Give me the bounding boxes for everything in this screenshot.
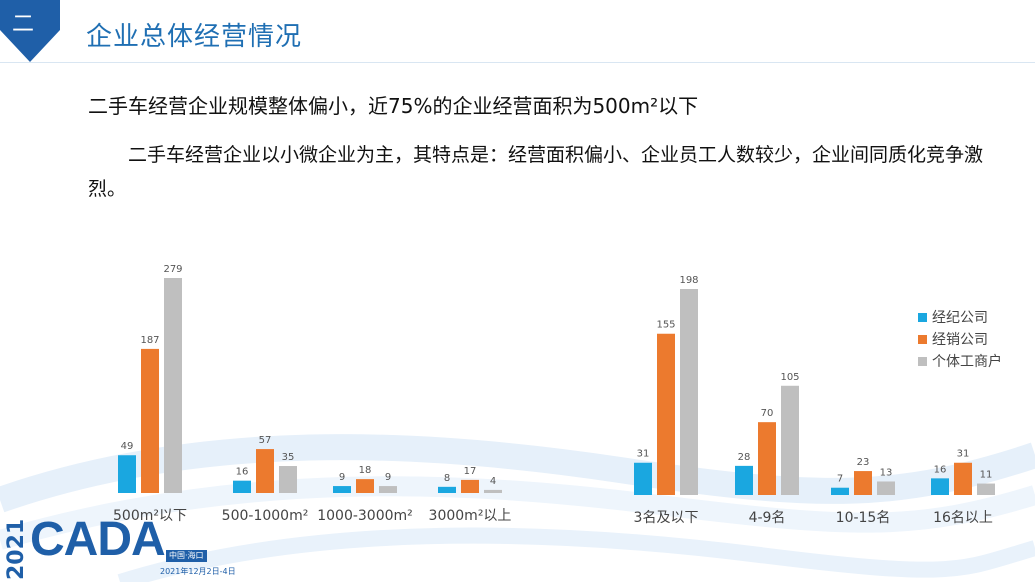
bar-chart1-2-1 xyxy=(356,479,374,493)
bar-chart2-3-1 xyxy=(954,462,972,495)
bar-chart1-0-0 xyxy=(118,455,136,493)
data-label: 16 xyxy=(934,464,947,475)
bar-chart2-2-2 xyxy=(877,481,895,495)
data-label: 70 xyxy=(761,408,774,419)
bar-chart1-3-1 xyxy=(461,479,479,493)
data-label: 31 xyxy=(957,449,970,460)
data-label: 187 xyxy=(140,335,159,346)
bar-chart2-1-1 xyxy=(758,422,776,495)
bar-chart2-1-2 xyxy=(781,385,799,495)
bar-chart2-3-0 xyxy=(931,478,949,495)
data-label: 28 xyxy=(738,452,751,463)
legend-swatch xyxy=(918,335,927,344)
bar-chart1-1-2 xyxy=(279,466,297,493)
bar-chart1-2-0 xyxy=(333,486,351,493)
logo-year: 2021 xyxy=(4,518,29,580)
data-label: 9 xyxy=(339,472,345,483)
data-label: 279 xyxy=(163,264,182,275)
bar-chart2-3-2 xyxy=(977,483,995,495)
data-label: 155 xyxy=(656,320,675,331)
category-label: 3000m²以上 xyxy=(429,508,512,524)
bar-chart1-2-2 xyxy=(379,486,397,493)
category-label: 1000-3000m² xyxy=(317,508,413,524)
data-label: 57 xyxy=(259,435,272,446)
data-label: 8 xyxy=(444,473,450,484)
category-label: 16名以上 xyxy=(933,510,993,526)
bar-chart2-2-0 xyxy=(831,487,849,495)
description-paragraph: 二手车经营企业以小微企业为主，其特点是：经营面积偏小、企业员工人数较少，企业间同… xyxy=(88,144,984,200)
data-label: 49 xyxy=(121,441,134,452)
bar-chart1-1-0 xyxy=(233,480,251,493)
bar-chart1-3-2 xyxy=(484,489,502,493)
bar-chart1-1-1 xyxy=(256,449,274,493)
data-label: 18 xyxy=(359,465,372,476)
section-number-badge: 二 xyxy=(0,0,60,62)
legend-entry: 经销公司 xyxy=(932,332,988,348)
data-label: 105 xyxy=(780,372,799,383)
bar-chart1-0-1 xyxy=(141,348,159,493)
legend-entry: 经纪公司 xyxy=(932,310,988,326)
title-divider xyxy=(0,62,1035,63)
data-label: 4 xyxy=(490,476,496,487)
logo-location: 中国·海口 xyxy=(166,550,207,562)
bar-chart1-0-2 xyxy=(164,278,182,493)
category-label: 500m²以下 xyxy=(113,508,187,524)
data-label: 16 xyxy=(236,467,249,478)
bar-chart2-1-0 xyxy=(735,465,753,495)
legend-swatch xyxy=(918,313,927,322)
category-label: 4-9名 xyxy=(749,510,786,526)
bar-chart2-0-0 xyxy=(634,462,652,495)
category-label: 3名及以下 xyxy=(634,510,699,526)
data-label: 198 xyxy=(679,275,698,286)
data-label: 35 xyxy=(282,452,295,463)
cada-logo: 2021 CADA 中国·海口 2021年12月2日-4日 xyxy=(0,508,260,582)
data-label: 23 xyxy=(857,457,870,468)
legend-entry: 个体工商户 xyxy=(932,353,1002,370)
bar-chart2-0-2 xyxy=(680,289,698,495)
data-label: 17 xyxy=(464,466,477,477)
bar-chart2-2-1 xyxy=(854,471,872,495)
category-label: 10-15名 xyxy=(836,510,891,526)
legend-swatch xyxy=(918,357,927,366)
logo-name: CADA xyxy=(30,513,166,566)
data-label: 31 xyxy=(637,449,650,460)
data-label: 13 xyxy=(880,467,893,478)
data-label: 9 xyxy=(385,472,391,483)
headline: 二手车经营企业规模整体偏小，近75%的企业经营面积为500m²以下 xyxy=(88,94,699,118)
section-number: 二 xyxy=(12,12,35,37)
bar-chart1-3-0 xyxy=(438,486,456,493)
bar-chart2-0-1 xyxy=(657,333,675,495)
logo-date: 2021年12月2日-4日 xyxy=(160,567,236,576)
data-label: 11 xyxy=(980,470,993,481)
category-label: 500-1000m² xyxy=(222,508,309,524)
section-title: 企业总体经营情况 xyxy=(86,22,303,52)
data-label: 7 xyxy=(837,474,843,485)
